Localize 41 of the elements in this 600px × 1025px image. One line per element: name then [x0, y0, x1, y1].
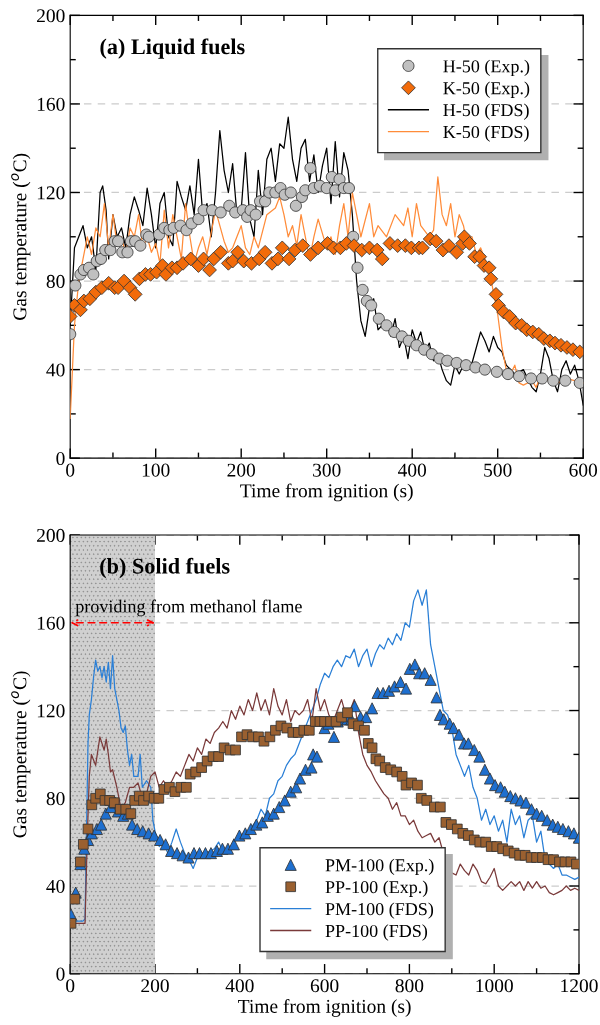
- x-tick-label: 1200: [561, 979, 598, 993]
- text: (a) Liquid fuels: [100, 38, 245, 59]
- x-tick-label: 800: [395, 979, 424, 993]
- legend-label: H-50 (FDS): [443, 103, 529, 120]
- x-tick-label: 0: [66, 979, 75, 993]
- x-tick-label: 400: [225, 979, 254, 993]
- x-tick-label: 0: [66, 463, 75, 477]
- legend-label: K-50 (Exp.): [443, 81, 530, 98]
- y-tick-label: 0: [56, 451, 65, 466]
- x-tick-label: 500: [484, 463, 512, 477]
- legend-label: PP-100 (Exp.): [325, 880, 428, 897]
- text: (b) Solid fuels: [100, 557, 230, 579]
- x-tick-label: 600: [569, 463, 598, 477]
- x-axis-title: Time from ignition (s): [238, 999, 411, 1017]
- x-tick-label: 400: [398, 463, 427, 477]
- legend-label: H-50 (Exp.): [443, 59, 530, 77]
- y-tick-label: 160: [37, 616, 65, 630]
- y-tick-label: 80: [46, 274, 65, 288]
- x-axis-title: Time from ignition (s): [240, 483, 413, 502]
- y-axis-title: Gas temperature ($^{o}$C): [11, 671, 31, 838]
- legend-label: PM-100 (FDS): [325, 902, 434, 919]
- y-tick-label: 80: [46, 792, 65, 806]
- y-tick-label: 0: [56, 967, 65, 981]
- x-tick-label: 1000: [476, 979, 513, 993]
- y-tick-label: 200: [37, 9, 65, 23]
- x-tick-label: 100: [142, 463, 170, 477]
- x-tick-label: 200: [227, 463, 256, 477]
- annotation: providing from methanol flame: [75, 599, 302, 617]
- legend-label: PP-100 (FDS): [325, 924, 428, 941]
- legend-label: K-50 (FDS): [443, 125, 529, 142]
- y-tick-label: 120: [37, 704, 65, 718]
- y-tick-label: 200: [37, 528, 65, 542]
- x-tick-label: 300: [313, 463, 341, 477]
- legend-label: PM-100 (Exp.): [325, 858, 434, 876]
- x-tick-label: 200: [141, 979, 169, 993]
- y-tick-label: 40: [46, 879, 65, 893]
- y-tick-label: 120: [37, 186, 65, 200]
- x-tick-label: 600: [310, 979, 339, 993]
- y-axis-title: Gas temperature ($^{o}$C): [11, 153, 31, 320]
- y-tick-label: 160: [37, 97, 65, 111]
- y-tick-label: 40: [46, 363, 65, 377]
